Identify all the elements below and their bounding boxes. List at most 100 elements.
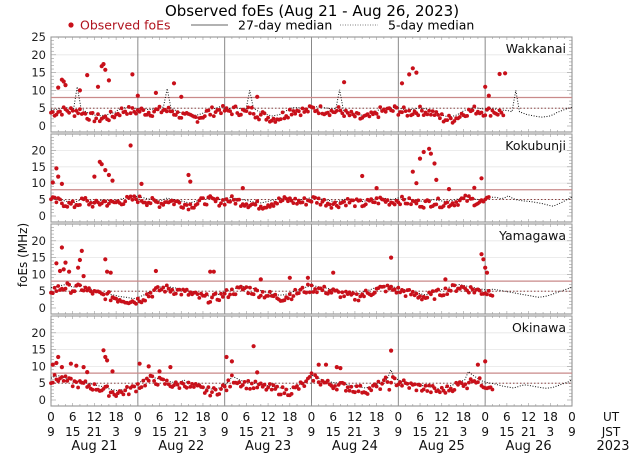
- observed-point: [436, 287, 440, 292]
- observed-peak-point: [81, 274, 86, 279]
- observed-point: [441, 293, 446, 298]
- observed-point: [222, 202, 227, 207]
- observed-peak-point: [76, 265, 81, 270]
- observed-point: [396, 285, 401, 290]
- observed-point: [291, 294, 296, 298]
- observed-point: [416, 113, 421, 118]
- observed-point: [392, 376, 397, 381]
- ut-tick-label: 0: [481, 410, 489, 424]
- panel-okinawa: 0 5 10 15 20 Okinawa: [31, 315, 573, 407]
- observed-point: [228, 109, 233, 113]
- observed-point: [161, 377, 166, 382]
- observed-point: [94, 116, 99, 121]
- jst-tick-label: 21: [521, 425, 536, 439]
- observed-point: [372, 200, 377, 205]
- observed-point: [322, 197, 327, 202]
- observed-point: [349, 384, 354, 389]
- observed-point: [166, 286, 171, 291]
- observed-point: [320, 288, 325, 293]
- observed-point: [268, 205, 272, 209]
- observed-point: [354, 292, 359, 296]
- observed-point: [353, 390, 357, 395]
- observed-peak-point: [323, 362, 329, 367]
- observed-point: [114, 394, 118, 398]
- observed-point: [414, 388, 419, 393]
- ut-tick-label: 12: [521, 410, 536, 424]
- observed-point: [78, 107, 82, 112]
- observed-point: [108, 109, 113, 114]
- ut-tick-label: 0: [395, 410, 403, 424]
- observed-peak-point: [171, 81, 177, 86]
- observed-point: [221, 198, 225, 202]
- observed-point: [88, 201, 93, 205]
- observed-peak-point: [105, 269, 110, 274]
- ut-tick-label: 6: [329, 410, 337, 424]
- y-tick-label: 5: [39, 376, 46, 390]
- observed-point: [304, 379, 308, 384]
- observed-point: [443, 286, 448, 291]
- observed-point: [400, 110, 404, 115]
- observed-point: [219, 387, 223, 391]
- observed-point: [184, 385, 189, 390]
- observed-point: [412, 382, 417, 387]
- observed-peak-point: [414, 70, 419, 75]
- jst-tick-label: 21: [434, 425, 449, 439]
- observed-point: [152, 379, 157, 383]
- observed-point: [50, 110, 55, 114]
- observed-peak-point: [484, 270, 490, 275]
- observed-point: [394, 290, 399, 295]
- observed-point: [325, 378, 330, 383]
- observed-point: [231, 198, 236, 202]
- observed-point: [141, 378, 146, 383]
- observed-point: [345, 197, 350, 201]
- observed-peak-point: [56, 85, 61, 90]
- ut-tick-label: 6: [156, 410, 164, 424]
- observed-point: [244, 109, 249, 113]
- observed-point: [50, 380, 55, 385]
- observed-point: [206, 108, 211, 113]
- observed-point: [380, 381, 384, 386]
- observed-point: [315, 290, 319, 295]
- observed-peak-point: [110, 369, 115, 374]
- observed-point: [190, 382, 195, 386]
- observed-point: [67, 282, 71, 287]
- observed-point: [242, 380, 247, 384]
- observed-point: [429, 112, 433, 117]
- observed-point: [472, 290, 477, 295]
- observed-point: [296, 291, 301, 295]
- ut-row-label: UT: [603, 410, 620, 424]
- observed-point: [430, 289, 435, 294]
- observed-point: [258, 293, 263, 298]
- observed-point: [163, 382, 167, 386]
- observed-point: [172, 383, 176, 388]
- observed-point: [465, 386, 469, 391]
- observed-point: [325, 291, 330, 296]
- day-label: Aug 23: [245, 439, 291, 454]
- observed-point: [103, 114, 108, 119]
- observed-point: [271, 116, 276, 121]
- observed-point: [420, 108, 424, 113]
- observed-point: [78, 203, 82, 207]
- observed-point: [181, 381, 186, 386]
- observed-point: [344, 388, 348, 393]
- observed-point: [175, 110, 180, 114]
- observed-point: [374, 384, 379, 389]
- observed-point: [215, 196, 220, 201]
- observed-point: [126, 105, 131, 109]
- observed-point: [438, 116, 442, 121]
- observed-point: [202, 114, 207, 118]
- legend-5day-label: 5-day median: [388, 18, 474, 33]
- observed-point: [369, 197, 374, 202]
- observed-point: [78, 283, 82, 288]
- observed-point: [70, 199, 75, 204]
- observed-point: [101, 292, 106, 297]
- observed-point: [287, 292, 292, 297]
- observed-point: [374, 111, 379, 116]
- observed-point: [244, 386, 249, 391]
- observed-point: [376, 379, 381, 384]
- observed-peak-point: [483, 359, 488, 364]
- observed-peak-point: [255, 94, 260, 99]
- observed-point: [219, 201, 223, 206]
- ut-tick-label: 12: [87, 410, 102, 424]
- observed-point: [414, 291, 419, 296]
